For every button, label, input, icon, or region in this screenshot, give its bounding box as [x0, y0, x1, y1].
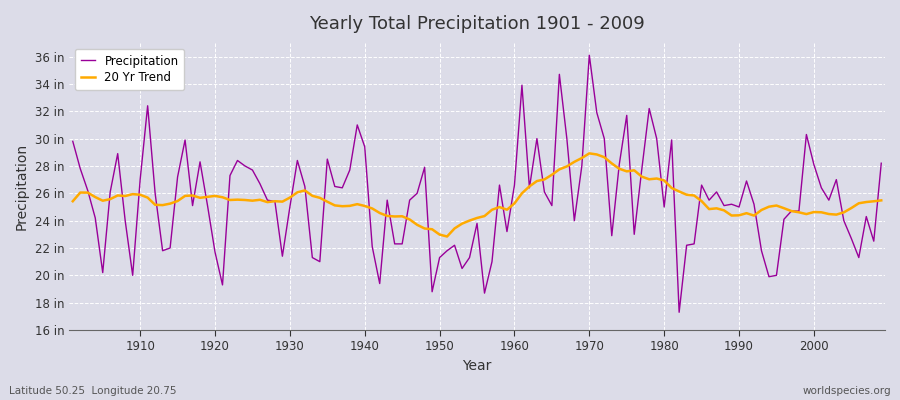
- Text: worldspecies.org: worldspecies.org: [803, 386, 891, 396]
- 20 Yr Trend: [68, 199, 78, 204]
- Line: 20 Yr Trend: 20 Yr Trend: [73, 153, 881, 236]
- Precipitation: [509, 183, 520, 188]
- Legend: Precipitation, 20 Yr Trend: Precipitation, 20 Yr Trend: [75, 49, 184, 90]
- 20 Yr Trend: [509, 201, 520, 206]
- Precipitation: [607, 233, 617, 238]
- 20 Yr Trend: [517, 191, 527, 196]
- Precipitation: [292, 158, 302, 163]
- Precipitation: [584, 53, 595, 58]
- 20 Yr Trend: [876, 198, 886, 203]
- Line: Precipitation: Precipitation: [73, 55, 881, 312]
- Precipitation: [501, 229, 512, 234]
- Title: Yearly Total Precipitation 1901 - 2009: Yearly Total Precipitation 1901 - 2009: [309, 15, 645, 33]
- Precipitation: [127, 273, 138, 278]
- Text: Latitude 50.25  Longitude 20.75: Latitude 50.25 Longitude 20.75: [9, 386, 176, 396]
- Precipitation: [674, 310, 685, 315]
- 20 Yr Trend: [292, 190, 302, 195]
- Y-axis label: Precipitation: Precipitation: [15, 143, 29, 230]
- 20 Yr Trend: [127, 192, 138, 196]
- X-axis label: Year: Year: [463, 359, 491, 373]
- Precipitation: [337, 186, 347, 190]
- Precipitation: [876, 161, 886, 166]
- 20 Yr Trend: [584, 151, 595, 156]
- Precipitation: [68, 139, 78, 144]
- 20 Yr Trend: [614, 166, 625, 171]
- 20 Yr Trend: [337, 204, 347, 209]
- 20 Yr Trend: [442, 234, 453, 239]
